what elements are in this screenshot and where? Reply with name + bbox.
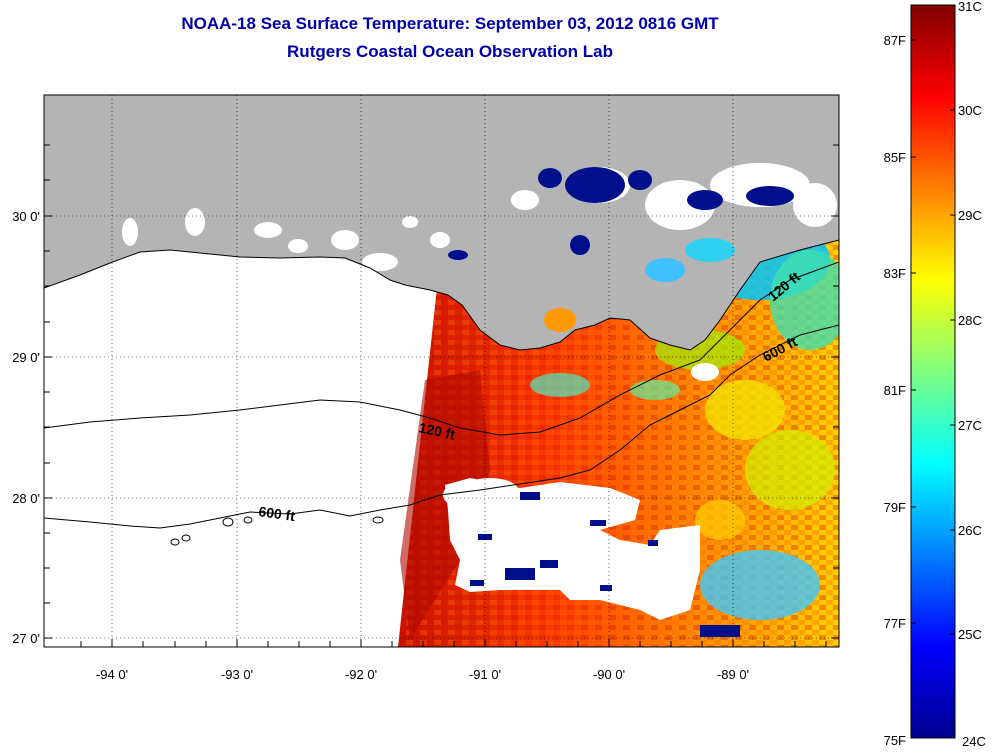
colorbar bbox=[910, 4, 956, 739]
colorbar-label-f: 85F bbox=[884, 150, 906, 165]
contour-label-120ft-west: 120 ft bbox=[417, 419, 456, 442]
tick-marks bbox=[44, 144, 839, 647]
lake-warm-pixels bbox=[544, 238, 735, 332]
lake-temperature-pixels bbox=[448, 167, 794, 260]
colorbar-label-f: 87F bbox=[884, 33, 906, 48]
lon-label: -93 0' bbox=[221, 667, 253, 682]
colorbar-label-f: 83F bbox=[884, 266, 906, 281]
land-mass bbox=[44, 95, 839, 350]
colorbar-label-f: 81F bbox=[884, 383, 906, 398]
map-title: NOAA-18 Sea Surface Temperature: Septemb… bbox=[181, 14, 719, 33]
colorbar-label-c: 28C bbox=[958, 313, 982, 328]
lat-label: 27 0' bbox=[12, 631, 40, 646]
contour-600ft bbox=[44, 324, 839, 529]
contour-label-600ft-west: 600 ft bbox=[258, 503, 297, 524]
map-frame bbox=[43, 94, 840, 648]
lat-label: 29 0' bbox=[12, 350, 40, 365]
graticule bbox=[44, 95, 839, 647]
cloud-cover bbox=[443, 363, 719, 620]
colorbar-label-c: 24C bbox=[962, 734, 986, 749]
colorbar-label-f: 79F bbox=[884, 500, 906, 515]
contour-600ft-islands bbox=[170, 516, 384, 546]
colorbar-label-c: 25C bbox=[958, 627, 982, 642]
lon-label: -94 0' bbox=[96, 667, 128, 682]
lon-label: -92 0' bbox=[345, 667, 377, 682]
colorbar-label-c: 30C bbox=[958, 103, 982, 118]
coastline bbox=[44, 239, 839, 351]
warm-core bbox=[400, 370, 490, 640]
cloud-blue-speckles bbox=[470, 492, 740, 637]
colorbar-label-c: 27C bbox=[958, 418, 982, 433]
colorbar-label-f: 75F bbox=[884, 733, 906, 748]
map-subtitle: Rutgers Coastal Ocean Observation Lab bbox=[287, 42, 613, 61]
colorbar-label-c: 31C bbox=[958, 0, 982, 14]
contour-120ft bbox=[44, 261, 839, 436]
lon-label: -91 0' bbox=[469, 667, 501, 682]
lat-label: 30 0' bbox=[12, 209, 40, 224]
lon-label: -90 0' bbox=[593, 667, 625, 682]
lat-label: 28 0' bbox=[12, 491, 40, 506]
colorbar-label-c: 26C bbox=[958, 523, 982, 538]
colorbar-label-f: 77F bbox=[884, 616, 906, 631]
colorbar-label-c: 29C bbox=[958, 208, 982, 223]
lon-label: -89 0' bbox=[717, 667, 749, 682]
colorbar-ticks bbox=[911, 39, 955, 635]
